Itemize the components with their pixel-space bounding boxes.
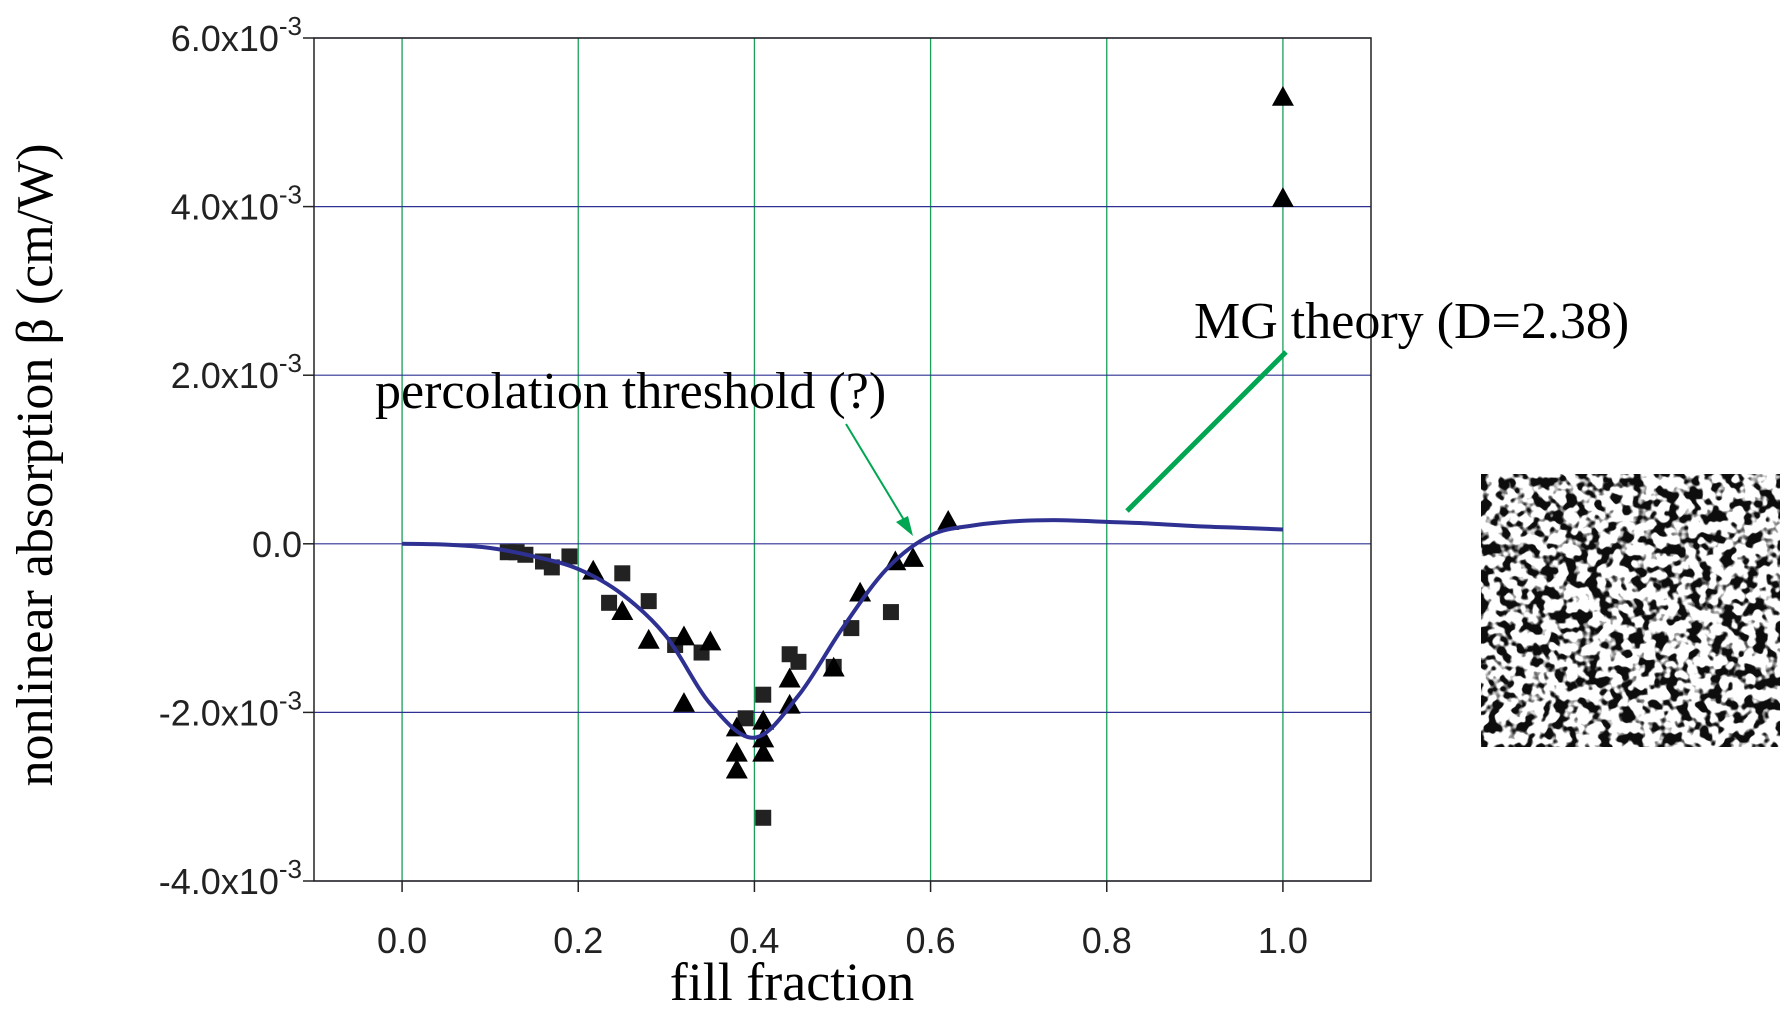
triangle-point [637, 628, 660, 649]
x-tick-label: 1.0 [1258, 920, 1308, 961]
y-tick-mantissa: -2.0x10 [159, 692, 279, 733]
x-tick-label: 0.2 [553, 920, 603, 961]
y-axis-title: nonlinear absorption β (cm/W) [7, 143, 64, 786]
y-tick-mantissa: 6.0x10 [171, 18, 279, 59]
y-tick-exponent: -3 [279, 854, 302, 884]
square-point [790, 653, 807, 670]
triangle-point [752, 741, 775, 762]
plot-frame [313, 37, 1372, 882]
triangle-point [752, 709, 775, 730]
triangle-point [901, 547, 924, 567]
square-point [614, 565, 631, 582]
y-tick-mantissa: 4.0x10 [171, 187, 279, 228]
triangle-point [1271, 86, 1294, 106]
y-tick-label: 0.0 [252, 524, 302, 565]
y-tick-exponent: -3 [279, 11, 302, 41]
y-tick-exponent: -3 [279, 685, 302, 715]
y-tick-label: -2.0x10-3 [159, 685, 302, 733]
annotation-arrow [845, 423, 908, 526]
y-tick-mantissa: 2.0x10 [171, 355, 279, 396]
y-tick-label: 2.0x10-3 [171, 348, 302, 396]
triangle-point [937, 510, 960, 530]
triangle-point [822, 656, 845, 677]
x-tick-label: 0.6 [906, 920, 956, 961]
arrow-head [896, 516, 913, 536]
triangle-point [1271, 187, 1294, 207]
square-point [737, 710, 754, 727]
y-tick-exponent: -3 [279, 180, 302, 210]
square-point [601, 594, 618, 611]
triangle-point [778, 667, 801, 688]
x-tick-label: 0.8 [1082, 920, 1132, 961]
x-tick-label: 0.4 [729, 920, 779, 961]
y-tick-label: 4.0x10-3 [171, 180, 302, 228]
y-tick-exponent: -3 [279, 348, 302, 378]
annotation: MG theory (D=2.38) [1194, 293, 1629, 350]
square-point [755, 809, 772, 826]
square-point [561, 548, 578, 565]
square-point [882, 604, 899, 621]
annotation: percolation threshold (?) [375, 363, 886, 420]
triangle-point [672, 625, 695, 646]
inset-image [1481, 474, 1780, 747]
triangle-point [752, 727, 775, 748]
y-tick-mantissa: -4.0x10 [159, 861, 279, 902]
triangle-point [672, 692, 695, 712]
triangle-point [699, 630, 722, 651]
square-point [755, 686, 772, 703]
x-tick-label: 0.0 [377, 920, 427, 961]
triangle-point [725, 741, 748, 762]
x-axis-title: fill fraction [670, 952, 914, 1012]
y-tick-mantissa: 0.0 [252, 524, 302, 565]
triangle-point [611, 600, 634, 621]
theory-curve [402, 518, 1283, 740]
y-tick-label: -4.0x10-3 [159, 854, 302, 902]
triangle-point [725, 716, 748, 737]
triangle-point [725, 758, 748, 779]
square-point [640, 593, 657, 610]
y-tick-label: 6.0x10-3 [171, 11, 302, 59]
annotation-line [1125, 350, 1288, 513]
